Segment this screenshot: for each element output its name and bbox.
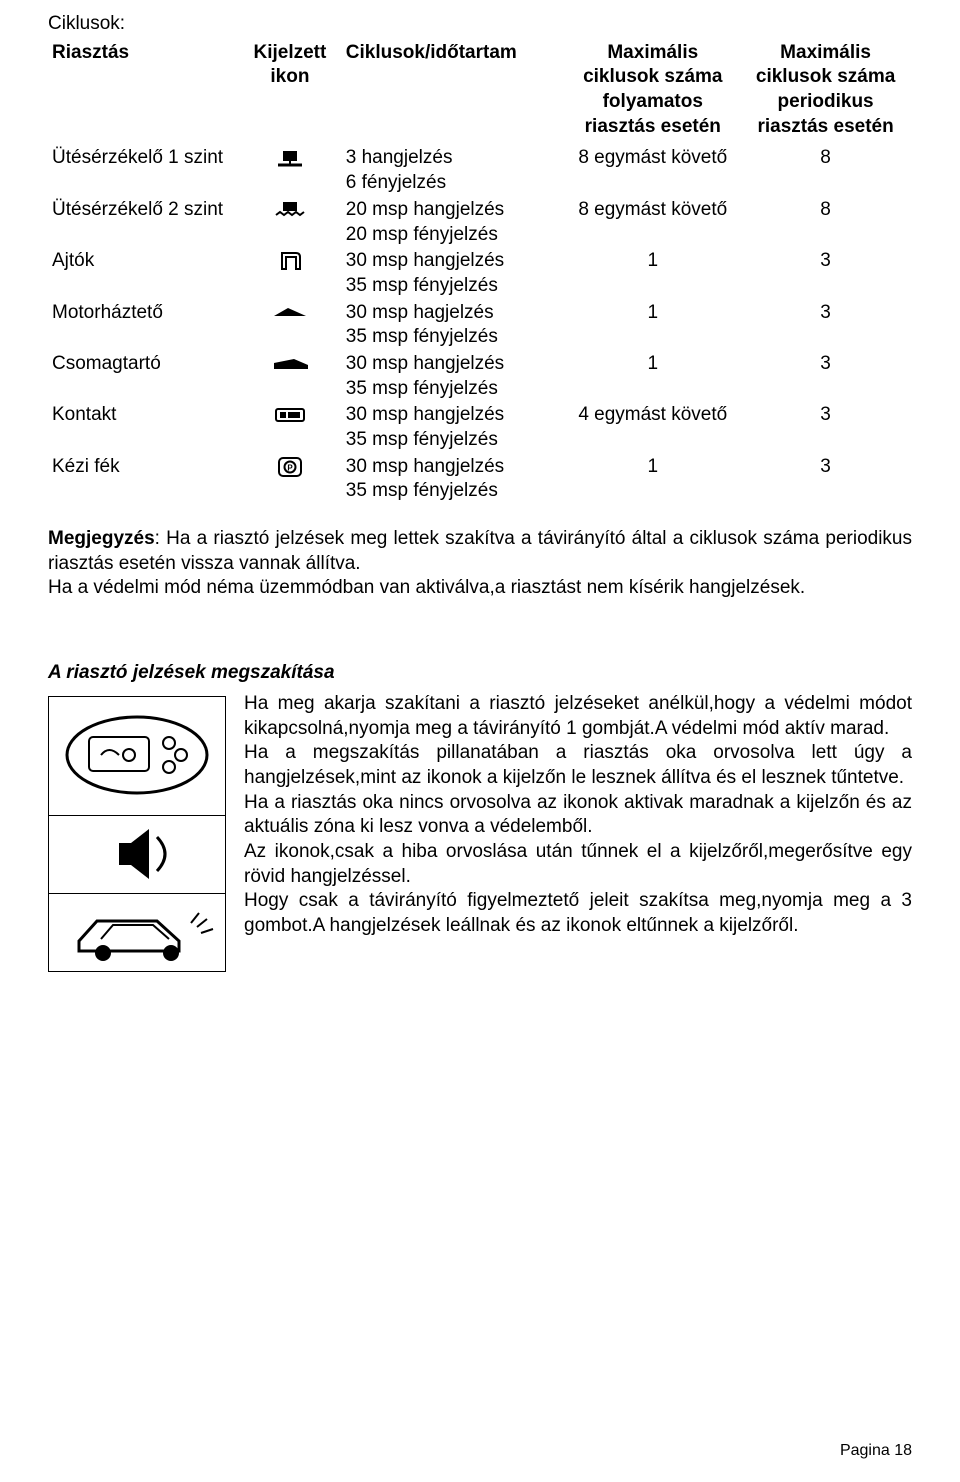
cycles-cell: 20 msp hangjelzés20 msp fényjelzés — [342, 197, 567, 248]
cont-cell: 4 egymást követő — [566, 402, 739, 453]
table-row: Ajtók 30 msp hangjelzés35 msp fényjelzés1… — [48, 248, 912, 299]
alarm-cell: Kézi fék — [48, 454, 238, 505]
pager-icon — [49, 697, 225, 815]
cont-cell: 1 — [566, 351, 739, 402]
alarm-cell: Kontakt — [48, 402, 238, 453]
handbrake-icon: P — [238, 454, 342, 505]
period-cell: 3 — [739, 248, 912, 299]
car-icon — [49, 893, 225, 971]
period-cell: 3 — [739, 300, 912, 351]
th-cont: Maximális ciklusok száma folyamatos rias… — [566, 41, 739, 146]
cycles-cell: 30 msp hangjelzés35 msp fényjelzés — [342, 402, 567, 453]
page-number: Pagina 18 — [840, 1441, 912, 1462]
interrupt-p2: Ha a megszakítás pillanatában a riasztás… — [244, 742, 912, 788]
table-row: Ütésérzékelő 1 szint 3 hangjelzés6 fényje… — [48, 145, 912, 196]
cycles-table: Riasztás Kijelzett ikon Ciklusok/időtart… — [48, 41, 912, 505]
ignition-icon — [238, 402, 342, 453]
alarm-cell: Ütésérzékelő 2 szint — [48, 197, 238, 248]
table-row: Kézi fék P 30 msp hangjelzés35 msp fényjel… — [48, 454, 912, 505]
th-alarm: Riasztás — [48, 41, 238, 146]
table-row: Csomagtartó 30 msp hangjelzés35 msp fényj… — [48, 351, 912, 402]
alarm-cell: Ütésérzékelő 1 szint — [48, 145, 238, 196]
table-row: Ütésérzékelő 2 szint 20 msp hangjelzés20 … — [48, 197, 912, 248]
cycles-cell: 30 msp hangjelzés35 msp fényjelzés — [342, 351, 567, 402]
alarm-cell: Ajtók — [48, 248, 238, 299]
cont-cell: 1 — [566, 454, 739, 505]
trunk-icon — [238, 351, 342, 402]
shock1-icon — [238, 145, 342, 196]
cycles-cell: 30 msp hangjelzés35 msp fényjelzés — [342, 248, 567, 299]
speaker-icon — [49, 815, 225, 893]
cycles-cell: 30 msp hagjelzés35 msp fényjelzés — [342, 300, 567, 351]
table-row: Motorháztető 30 msp hagjelzés35 msp fényj… — [48, 300, 912, 351]
period-cell: 3 — [739, 351, 912, 402]
interrupt-p3: Ha a riasztás oka nincs orvosolva az iko… — [244, 792, 912, 838]
period-cell: 8 — [739, 145, 912, 196]
doors-icon — [238, 248, 342, 299]
period-cell: 8 — [739, 197, 912, 248]
cont-cell: 8 egymást követő — [566, 145, 739, 196]
cycles-cell: 3 hangjelzés6 fényjelzés — [342, 145, 567, 196]
interrupt-p1: Ha meg akarja szakítani a riasztó jelzés… — [244, 693, 912, 739]
period-cell: 3 — [739, 402, 912, 453]
table-row: Kontakt 30 msp hangjelzés35 msp fényjelzé… — [48, 402, 912, 453]
period-cell: 3 — [739, 454, 912, 505]
cont-cell: 8 egymást követő — [566, 197, 739, 248]
interrupt-p5: Hogy csak a távirányító figyelmeztető je… — [244, 890, 912, 936]
th-period: Maximális ciklusok száma periodikus rias… — [739, 41, 912, 146]
shock2-icon — [238, 197, 342, 248]
pager-figure — [48, 696, 226, 972]
section-title: Ciklusok: — [48, 12, 912, 37]
alarm-cell: Motorháztető — [48, 300, 238, 351]
cont-cell: 1 — [566, 248, 739, 299]
th-icon: Kijelzett ikon — [238, 41, 342, 146]
note-label: Megjegyzés — [48, 528, 155, 549]
interrupt-p4: Az ikonok,csak a hiba orvoslása után tűn… — [244, 841, 912, 887]
note-text2: Ha a védelmi mód néma üzemmódban van akt… — [48, 577, 805, 598]
svg-text:P: P — [287, 463, 293, 472]
alarm-cell: Csomagtartó — [48, 351, 238, 402]
cont-cell: 1 — [566, 300, 739, 351]
hood-icon — [238, 300, 342, 351]
note-paragraph: Megjegyzés: Ha a riasztó jelzések meg le… — [48, 527, 912, 601]
cycles-cell: 30 msp hangjelzés35 msp fényjelzés — [342, 454, 567, 505]
note-text1: : Ha a riasztó jelzések meg lettek szakí… — [48, 528, 912, 574]
interrupt-title: A riasztó jelzések megszakítása — [48, 661, 912, 686]
th-cycles: Ciklusok/időtartam — [342, 41, 567, 146]
